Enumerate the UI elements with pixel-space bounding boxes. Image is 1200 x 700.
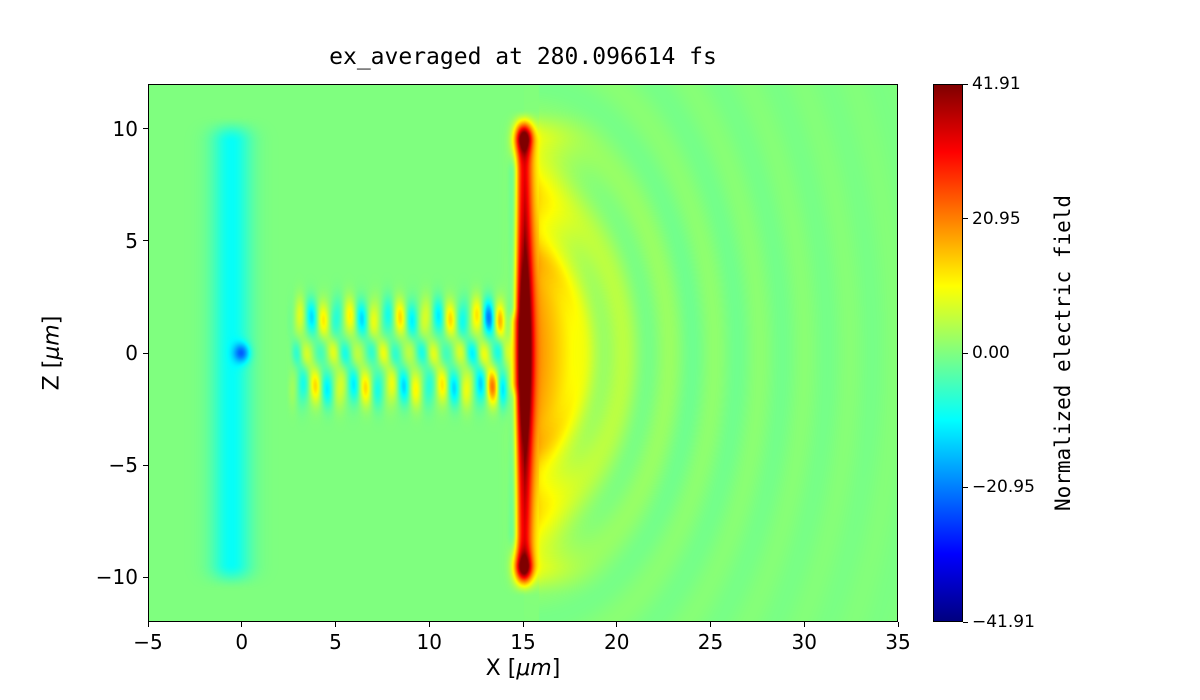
z-axis-label: Z [μm] bbox=[40, 316, 65, 391]
colorbar-tick-label: 20.95 bbox=[972, 208, 1021, 229]
x-tick-label: 35 bbox=[885, 630, 911, 654]
z-tick-label: 0 bbox=[125, 341, 138, 365]
colorbar-tick-label: −41.91 bbox=[972, 612, 1035, 632]
z-tick-label: 5 bbox=[125, 228, 138, 253]
z-tick bbox=[143, 128, 148, 130]
x-axis-label-unit: μm bbox=[516, 656, 552, 681]
x-axis-label: X [μm] bbox=[148, 656, 898, 681]
colorbar-tick-label: −20.95 bbox=[972, 477, 1035, 498]
x-tick-label: 5 bbox=[329, 630, 342, 654]
colorbar-tick bbox=[963, 621, 968, 623]
x-tick bbox=[616, 622, 618, 627]
x-tick bbox=[710, 622, 711, 627]
z-axis-label-post: ] bbox=[39, 315, 65, 325]
x-tick bbox=[335, 622, 336, 627]
x-tick-label: 25 bbox=[697, 630, 724, 654]
x-axis-label-pre: X [ bbox=[485, 656, 517, 681]
z-tick bbox=[143, 464, 148, 466]
x-axis-label-post: ] bbox=[551, 656, 561, 681]
colorbar-tick-label: 41.91 bbox=[972, 74, 1021, 94]
z-tick-label: −5 bbox=[108, 453, 138, 478]
heatmap-canvas bbox=[148, 84, 898, 622]
x-tick bbox=[897, 622, 899, 627]
z-tick bbox=[143, 352, 148, 354]
z-axis-label-unit: μm bbox=[39, 324, 65, 360]
z-tick bbox=[143, 576, 148, 578]
colorbar-tick bbox=[963, 352, 968, 354]
x-tick-label: −5 bbox=[133, 630, 163, 654]
colorbar-tick bbox=[963, 218, 968, 220]
x-tick-label: 10 bbox=[416, 630, 442, 654]
z-tick-label: −10 bbox=[95, 565, 138, 590]
x-tick-label: 15 bbox=[510, 630, 536, 654]
plot-title: ex_averaged at 280.096614 fs bbox=[329, 44, 717, 70]
colorbar-label: Normalized electric field bbox=[1051, 194, 1075, 512]
colorbar-tick-label: 0.00 bbox=[972, 343, 1010, 363]
x-tick bbox=[803, 622, 805, 627]
z-tick-label: 10 bbox=[112, 116, 138, 141]
x-tick bbox=[147, 622, 149, 627]
colorbar bbox=[933, 84, 963, 622]
colorbar-tick bbox=[963, 83, 968, 85]
x-tick-label: 20 bbox=[604, 630, 630, 654]
z-tick bbox=[143, 240, 148, 242]
x-tick bbox=[428, 622, 430, 627]
z-axis-label-pre: Z [ bbox=[39, 359, 65, 391]
x-tick bbox=[241, 622, 243, 627]
x-tick-label: 30 bbox=[791, 630, 817, 654]
x-tick bbox=[522, 622, 524, 627]
colorbar-tick bbox=[963, 486, 968, 488]
x-tick-label: 0 bbox=[235, 630, 249, 654]
